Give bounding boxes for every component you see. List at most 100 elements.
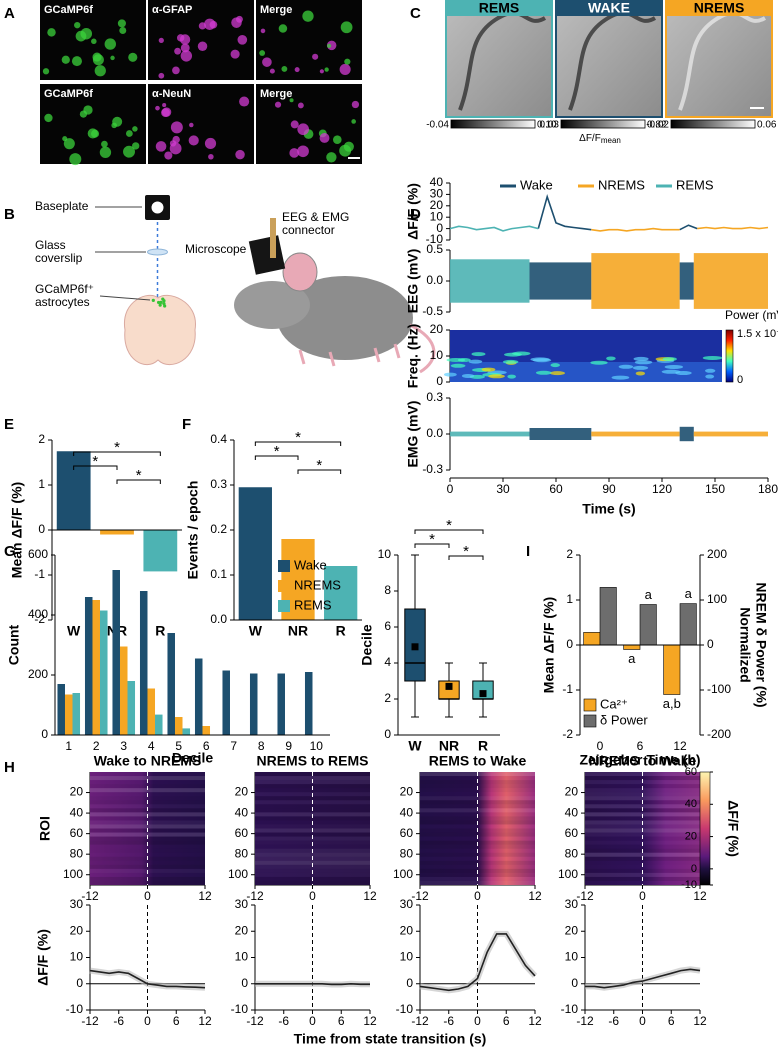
y-tick-label: 6 [384,619,391,633]
cell [169,142,182,155]
heatmap-row [255,824,370,828]
y-tick-label: 1 [38,477,45,491]
bar [64,694,73,735]
x-tick-label: 60 [549,482,563,496]
colorbar-max: 0.82 [647,120,667,131]
y-tick-label: 600 [28,547,48,561]
x-tick-label: 10 [310,739,324,753]
cell [339,144,352,157]
heatmap-row [90,832,205,837]
bar [84,597,93,735]
y-tick-label: -2 [34,612,45,626]
heatmap-row [420,832,535,837]
y-axis-label: EEG (mV) [405,249,421,314]
cell [237,34,248,45]
baseplate-hole [151,201,164,214]
heatmap-row [420,796,535,801]
astrocyte [162,299,166,303]
colorbar-tick-label: 40 [685,798,697,810]
colorbar [670,119,756,129]
state-label: REMS [479,0,519,16]
spectrogram-blob [507,374,516,379]
trace [419,933,536,992]
y-tick-label: 200 [707,547,727,561]
cell [290,120,299,129]
heatmap-row [90,816,205,821]
y-tick-label: 2 [384,691,391,705]
significance-star: * [136,467,142,484]
spectrogram-blob [632,365,649,370]
y-tick-label: -200 [707,727,731,741]
y-tick-label: 20 [235,923,249,937]
x-tick-label: -12 [576,889,594,903]
cell [281,65,288,72]
x-tick-label: 6 [338,1014,345,1028]
mouse-leg [393,343,401,359]
panel-title: NREMS to REMS [257,753,369,769]
cell [324,67,329,72]
state-label: NREMS [694,0,745,16]
bar-annotation: a [645,587,653,602]
y-tick-label: 40 [70,805,84,819]
spectrogram-blob [457,358,471,363]
heatmap-row [420,880,535,885]
heatmap-row [585,796,700,801]
cell [62,136,68,142]
y-tick-label: 40 [565,805,579,819]
microscope [248,235,286,275]
x-tick-label: 1 [65,739,72,753]
astrocyte [159,300,163,304]
spectrogram-blob [481,367,496,372]
x-axis-label: Time from state transition (s) [294,1031,487,1047]
colorbar-label-sub: mean [601,136,621,145]
y-tick-label: 8 [384,583,391,597]
mouse-leg [328,351,336,367]
spectrogram-blob [443,372,457,377]
y-tick-label: 10 [430,209,444,223]
cell [170,121,183,134]
bar [57,684,65,735]
bar [238,487,272,620]
cell [274,101,282,108]
cell [180,50,193,62]
x-tick-label: 0 [597,739,604,753]
colorbar-tick-label: 0 [737,374,743,386]
spectrogram-blob [550,363,560,368]
coverslip [147,248,168,256]
y-tick-label: 20 [235,785,249,799]
y-axis-label: ΔF/F (%) [405,183,421,240]
x-tick-label: -12 [576,1014,594,1028]
spectrogram-blob [611,375,630,380]
vessel [678,11,767,111]
y-tick-label: 0.3 [426,390,443,404]
mouse-body [277,276,413,360]
spectrogram-low [450,362,722,382]
x-tick-label: 9 [285,739,292,753]
state-label: WAKE [588,0,630,16]
x-tick-label: 90 [602,482,616,496]
x-tick-label: 150 [705,482,725,496]
trace [537,193,698,231]
y-tick-label: 0 [707,637,714,651]
bar [127,681,136,735]
cell [259,50,266,56]
heatmap-row [255,832,370,837]
significance-bracket [73,465,118,470]
x-tick-label: 6 [503,1014,510,1028]
y-tick-label: 20 [565,785,579,799]
y-axis-label: Freq. (Hz) [405,324,421,389]
y-tick-label: 0 [406,976,413,990]
significance-star: * [92,453,98,470]
x-tick-label: 12 [693,889,707,903]
y2-axis-label: NREM δ Power (%) [753,582,769,707]
signal-band [679,426,694,442]
cell [123,145,135,158]
y-tick-label: 0 [76,976,83,990]
cell [47,28,56,37]
y-tick-label: 0.0 [210,612,227,626]
cell [69,153,82,166]
legend-label: Wake [294,557,327,572]
bar [100,530,134,535]
astrocyte [162,302,166,306]
bar [583,632,601,646]
